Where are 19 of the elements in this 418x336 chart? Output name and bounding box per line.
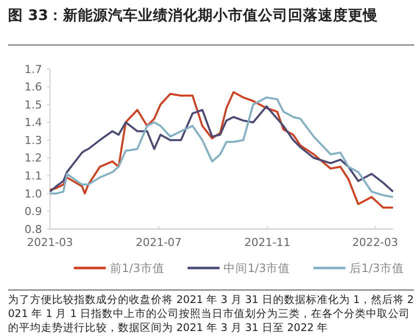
legend-label: 后1/3市值 <box>349 261 404 276</box>
y-tick-label: 1.0 <box>24 187 42 200</box>
x-tick-label: 2021-11 <box>244 236 290 249</box>
y-tick-label: 1.4 <box>24 116 42 130</box>
legend-label: 前1/3市值 <box>110 261 164 276</box>
text: 为了方便比较指数成分的收盘价将 2021 年 3 月 31 日的数据标准化为 1，然后将 2021 年 1 月 1 日指数中上市的公司按照当日市值划分为三类，在各个分类中取公司的平均走势进行比较，数据区间为 2021 年 3 月 31 日至 2022 年 <box>8 293 414 334</box>
x-tick-label: 2021-07 <box>136 236 182 249</box>
y-tick-label: 1.7 <box>24 62 42 76</box>
x-tick-label: 2022-03 <box>352 236 398 249</box>
chart-title: 图 33：新能源汽车业绩消化期小市值公司回落速度更慢 <box>8 6 378 24</box>
x-tick-label: 2021-03 <box>27 236 73 249</box>
y-tick-label: 1.6 <box>24 80 42 94</box>
y-tick-label: 1.2 <box>24 152 42 165</box>
y-tick-label: 1.1 <box>24 170 42 183</box>
legend-label: 中间1/3市值 <box>224 261 290 276</box>
y-tick-label: 0.9 <box>24 205 42 218</box>
y-tick-label: 1.3 <box>24 134 42 147</box>
y-tick-label: 1.5 <box>24 98 42 112</box>
y-tick-label: 0.8 <box>24 222 42 236</box>
